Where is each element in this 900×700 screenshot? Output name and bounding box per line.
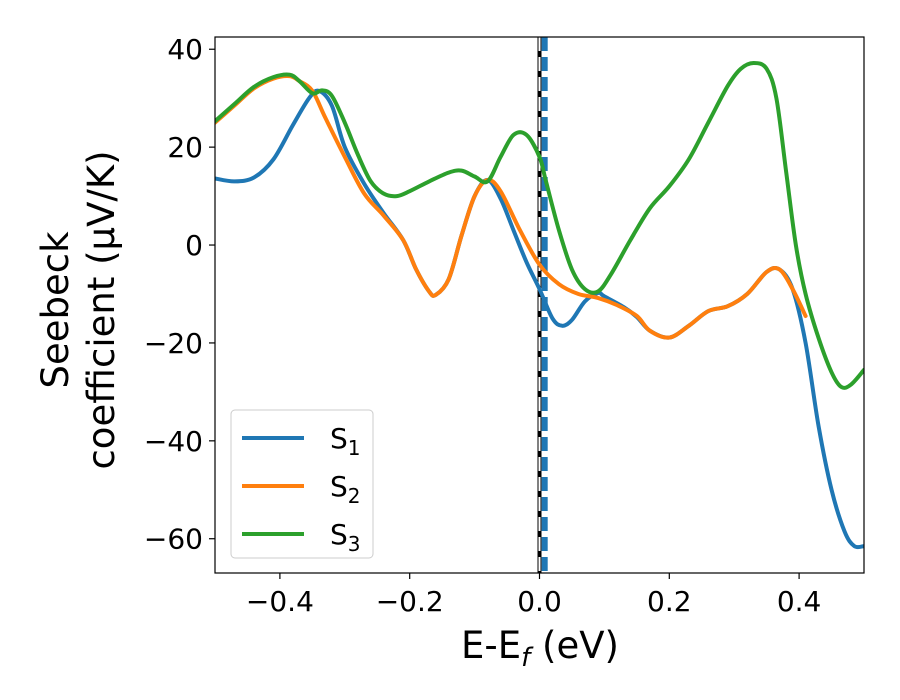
legend-label-1: S1	[330, 422, 361, 460]
x-tick-label: 0.0	[517, 585, 562, 618]
x-tick-label: −0.2	[376, 585, 444, 618]
x-tick-label: −0.4	[246, 585, 314, 618]
x-axis-label: E-Ef (eV)	[461, 624, 619, 673]
x-axis: −0.4 −0.2 0.0 0.2 0.4	[246, 573, 821, 618]
y-tick-label: 20	[167, 131, 203, 164]
legend-label-3: S3	[330, 518, 361, 556]
legend-label-2: S2	[330, 470, 361, 508]
series-lines	[215, 60, 864, 550]
x-tick-label: 0.2	[647, 585, 692, 618]
series-line-s2	[215, 74, 808, 340]
y-axis-label-line1: Seebeck	[34, 231, 77, 389]
series-line-s3	[215, 60, 864, 390]
y-axis-label-line2: coefficient (μV/K)	[80, 150, 123, 469]
y-axis-label: Seebeck coefficient (μV/K)	[34, 150, 123, 469]
x-tick-label: 0.4	[777, 585, 822, 618]
y-tick-label: −40	[144, 425, 203, 458]
legend-items: S1 S2 S3	[242, 422, 361, 556]
y-tick-label: −20	[144, 327, 203, 360]
y-axis: −60 −40 −20 0 20 40	[144, 33, 215, 556]
y-tick-label: −60	[144, 523, 203, 556]
legend: S1 S2 S3	[230, 409, 374, 559]
y-tick-label: 0	[185, 229, 203, 262]
reference-vlines	[537, 37, 548, 573]
y-tick-label: 40	[167, 33, 203, 66]
